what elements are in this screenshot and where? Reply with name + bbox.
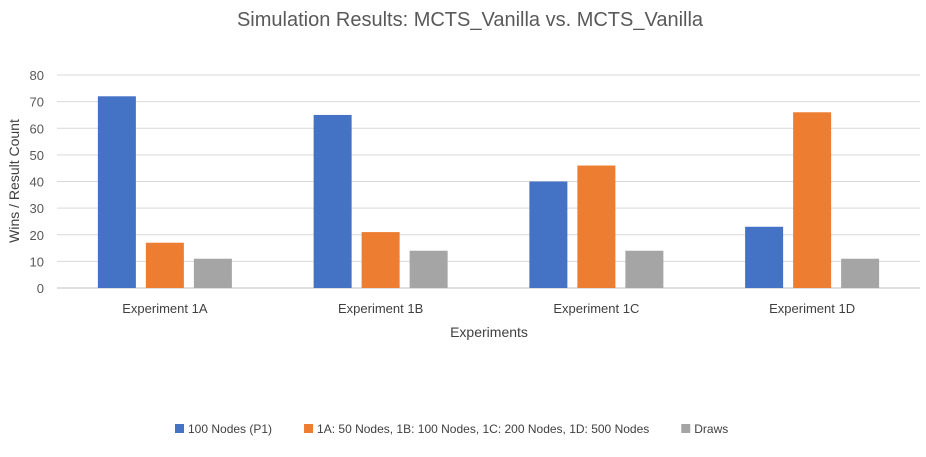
legend-label: Draws [694,422,728,436]
y-tick-label: 20 [30,228,44,243]
legend: 100 Nodes (P1) 1A: 50 Nodes, 1B: 100 Node… [175,422,728,436]
bar-2-2 [361,232,400,288]
x-axis-title: Experiments [450,324,528,340]
bar-3-1 [529,181,568,288]
bar-3-3 [625,250,664,288]
bar-1-3 [193,258,232,288]
bar-2-3 [409,250,448,288]
legend-swatch [681,424,691,433]
y-tick-label: 50 [30,148,44,163]
bar-2-1 [313,114,352,288]
x-axis-tick-labels: Experiment 1A Experiment 1B Experiment 1C E… [122,301,855,316]
y-tick-label: 80 [30,68,44,83]
bars [97,96,880,289]
x-tick-label: Experiment 1B [338,301,423,316]
y-tick-label: 10 [30,254,44,269]
bar-4-3 [841,258,880,288]
y-tick-label: 40 [30,175,44,190]
y-tick-label: 0 [37,281,44,296]
y-axis-tick-labels: 0 10 20 30 40 50 60 70 80 [30,68,44,296]
legend-label: 1A: 50 Nodes, 1B: 100 Nodes, 1C: 200 Nod… [317,422,649,436]
gridlines [57,74,920,289]
y-axis-title: Wins / Result Count [6,119,22,243]
y-tick-label: 30 [30,201,44,216]
bar-1-1 [97,96,136,288]
bar-4-1 [745,226,784,288]
y-tick-label: 60 [30,121,44,136]
x-tick-label: Experiment 1D [769,301,855,316]
chart-title: Simulation Results: MCTS_Vanilla vs. MCT… [237,9,704,31]
x-tick-label: Experiment 1C [553,301,639,316]
legend-swatch [304,424,314,433]
bar-1-2 [145,242,184,288]
y-tick-label: 70 [30,95,44,110]
bar-3-2 [577,165,616,288]
bar-4-2 [793,112,832,289]
x-tick-label: Experiment 1A [122,301,208,316]
legend-label: 100 Nodes (P1) [188,422,272,436]
legend-swatch [175,424,184,433]
